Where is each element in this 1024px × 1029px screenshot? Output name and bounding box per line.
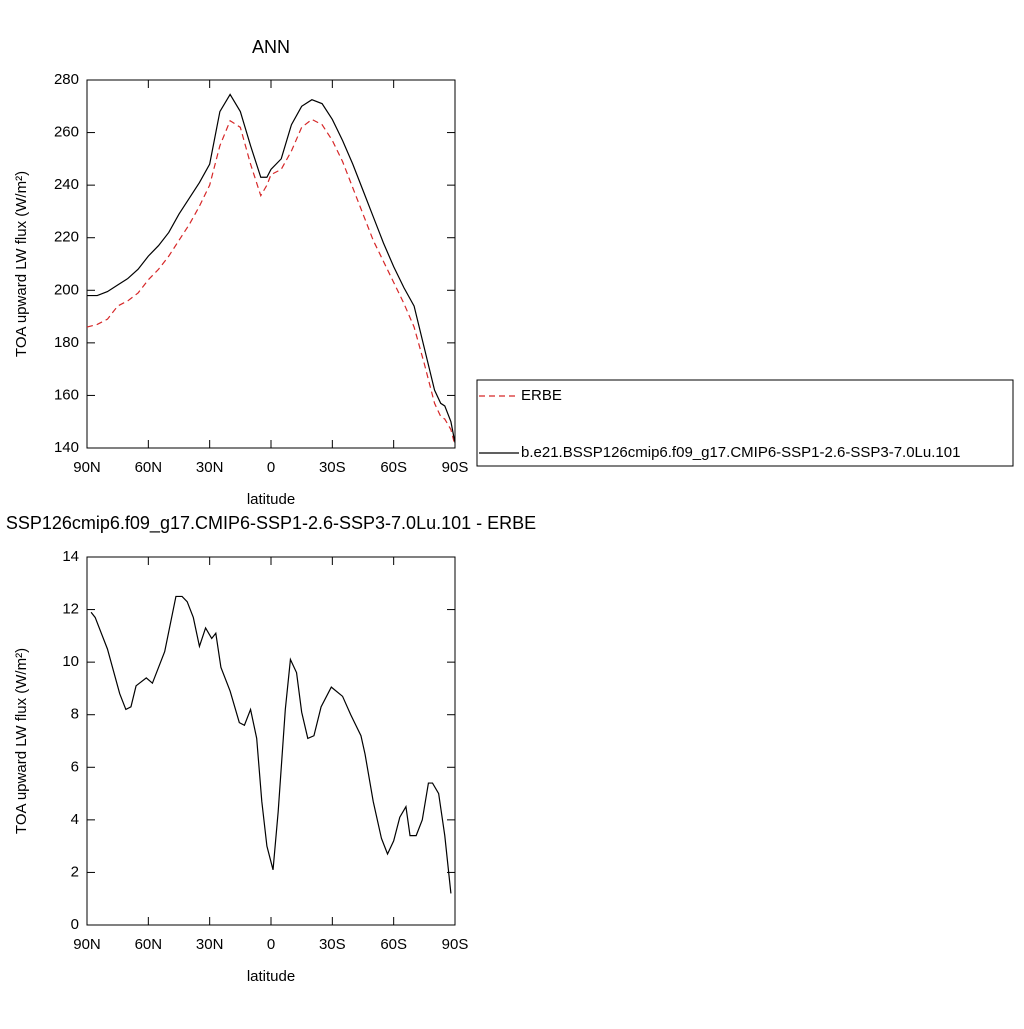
- y-tick-label: 280: [54, 71, 79, 88]
- x-tick-label: 30S: [319, 459, 346, 476]
- x-tick-label: 30S: [319, 936, 346, 953]
- legend-label: ERBE: [521, 387, 562, 404]
- legend-label: b.e21.BSSP126cmip6.f09_g17.CMIP6-SSP1-2.…: [521, 444, 960, 461]
- x-tick-label: 90S: [442, 459, 469, 476]
- chart-title: ANN: [252, 37, 290, 57]
- y-tick-label: 260: [54, 124, 79, 141]
- y-axis-label: TOA upward LW flux (W/m²): [13, 171, 30, 357]
- x-tick-label: 60S: [380, 459, 407, 476]
- y-axis-label: TOA upward LW flux (W/m²): [13, 648, 30, 834]
- legend-box: [476, 379, 1014, 467]
- plot-frame: [86, 556, 456, 926]
- x-tick-label: 90N: [73, 459, 101, 476]
- y-tick-label: 4: [71, 811, 79, 828]
- x-tick-label: 60N: [135, 936, 163, 953]
- x-tick-label: 0: [267, 459, 275, 476]
- y-tick-label: 2: [71, 863, 79, 880]
- data-line: [86, 118, 456, 446]
- x-tick-label: 0: [267, 936, 275, 953]
- x-tick-label: 60N: [135, 459, 163, 476]
- x-axis-label: latitude: [247, 968, 295, 985]
- y-tick-label: 12: [62, 601, 79, 618]
- x-axis-label: latitude: [247, 491, 295, 508]
- y-tick-label: 180: [54, 334, 79, 351]
- y-tick-label: 6: [71, 758, 79, 775]
- y-tick-label: 140: [54, 439, 79, 456]
- chart-title: SSP126cmip6.f09_g17.CMIP6-SSP1-2.6-SSP3-…: [6, 513, 536, 534]
- x-tick-label: 30N: [196, 936, 224, 953]
- y-tick-label: 8: [71, 706, 79, 723]
- y-tick-label: 0: [71, 916, 79, 933]
- x-tick-label: 60S: [380, 936, 407, 953]
- y-tick-label: 160: [54, 386, 79, 403]
- data-line: [87, 93, 456, 443]
- y-tick-label: 220: [54, 229, 79, 246]
- x-tick-label: 30N: [196, 459, 224, 476]
- y-tick-label: 200: [54, 281, 79, 298]
- x-tick-label: 90S: [442, 936, 469, 953]
- y-tick-label: 240: [54, 176, 79, 193]
- y-tick-label: 14: [62, 548, 79, 565]
- y-tick-label: 10: [62, 653, 79, 670]
- x-tick-label: 90N: [73, 936, 101, 953]
- data-line: [90, 595, 452, 894]
